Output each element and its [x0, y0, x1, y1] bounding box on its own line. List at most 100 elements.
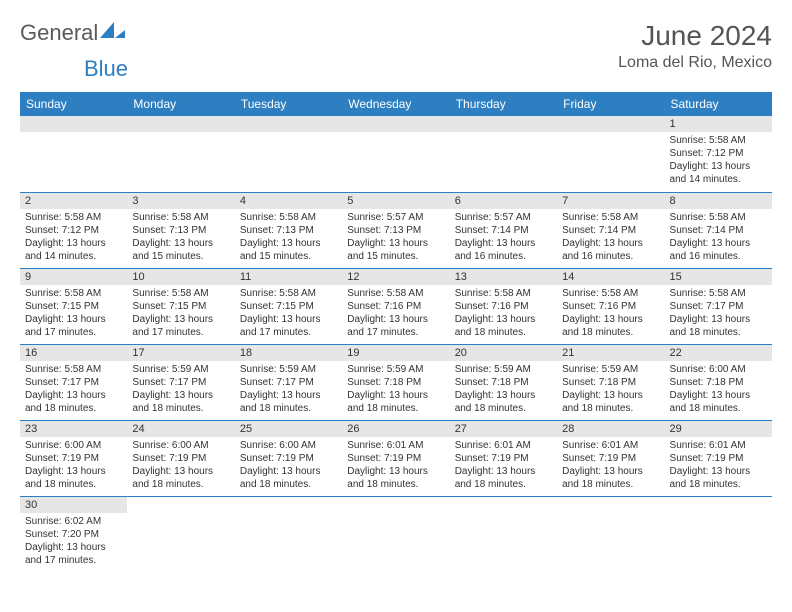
daylight-line: Daylight: 13 hours and 18 minutes.	[562, 389, 659, 415]
day-details: Sunrise: 6:01 AMSunset: 7:19 PMDaylight:…	[557, 437, 664, 495]
weekday-header: Wednesday	[342, 92, 449, 116]
empty-daynum	[450, 116, 557, 132]
daylight-line: Daylight: 13 hours and 17 minutes.	[25, 541, 122, 567]
day-details: Sunrise: 5:58 AMSunset: 7:17 PMDaylight:…	[665, 285, 772, 343]
sunset-line: Sunset: 7:19 PM	[455, 452, 552, 465]
daylight-line: Daylight: 13 hours and 18 minutes.	[670, 389, 767, 415]
logo-text-blue: Blue	[84, 56, 128, 81]
empty-daynum	[557, 116, 664, 132]
sunset-line: Sunset: 7:12 PM	[670, 147, 767, 160]
daylight-line: Daylight: 13 hours and 15 minutes.	[240, 237, 337, 263]
daylight-line: Daylight: 13 hours and 18 minutes.	[455, 313, 552, 339]
day-details: Sunrise: 5:59 AMSunset: 7:18 PMDaylight:…	[557, 361, 664, 419]
daylight-line: Daylight: 13 hours and 16 minutes.	[455, 237, 552, 263]
weekday-header-row: Sunday Monday Tuesday Wednesday Thursday…	[20, 92, 772, 116]
sunset-line: Sunset: 7:19 PM	[347, 452, 444, 465]
daylight-line: Daylight: 13 hours and 18 minutes.	[562, 313, 659, 339]
sunset-line: Sunset: 7:19 PM	[562, 452, 659, 465]
sunset-line: Sunset: 7:17 PM	[132, 376, 229, 389]
sunrise-line: Sunrise: 6:00 AM	[132, 439, 229, 452]
sunrise-line: Sunrise: 5:58 AM	[25, 363, 122, 376]
empty-daynum	[127, 116, 234, 132]
calendar-row: 1Sunrise: 5:58 AMSunset: 7:12 PMDaylight…	[20, 116, 772, 192]
weekday-header: Sunday	[20, 92, 127, 116]
sunrise-line: Sunrise: 6:02 AM	[25, 515, 122, 528]
sunrise-line: Sunrise: 5:58 AM	[240, 287, 337, 300]
calendar-cell: 26Sunrise: 6:01 AMSunset: 7:19 PMDayligh…	[342, 420, 449, 496]
calendar-cell: 6Sunrise: 5:57 AMSunset: 7:14 PMDaylight…	[450, 192, 557, 268]
day-number: 14	[557, 269, 664, 285]
day-details: Sunrise: 5:58 AMSunset: 7:13 PMDaylight:…	[127, 209, 234, 267]
sunset-line: Sunset: 7:18 PM	[562, 376, 659, 389]
daylight-line: Daylight: 13 hours and 14 minutes.	[670, 160, 767, 186]
day-details: Sunrise: 5:59 AMSunset: 7:18 PMDaylight:…	[450, 361, 557, 419]
day-details: Sunrise: 6:01 AMSunset: 7:19 PMDaylight:…	[665, 437, 772, 495]
sunset-line: Sunset: 7:16 PM	[562, 300, 659, 313]
calendar-cell: 28Sunrise: 6:01 AMSunset: 7:19 PMDayligh…	[557, 420, 664, 496]
weekday-header: Tuesday	[235, 92, 342, 116]
sunset-line: Sunset: 7:16 PM	[455, 300, 552, 313]
daylight-line: Daylight: 13 hours and 17 minutes.	[132, 313, 229, 339]
day-details: Sunrise: 5:57 AMSunset: 7:13 PMDaylight:…	[342, 209, 449, 267]
sunrise-line: Sunrise: 5:59 AM	[347, 363, 444, 376]
day-number: 6	[450, 193, 557, 209]
calendar-cell: 22Sunrise: 6:00 AMSunset: 7:18 PMDayligh…	[665, 344, 772, 420]
calendar-cell: 4Sunrise: 5:58 AMSunset: 7:13 PMDaylight…	[235, 192, 342, 268]
calendar-row: 2Sunrise: 5:58 AMSunset: 7:12 PMDaylight…	[20, 192, 772, 268]
sunset-line: Sunset: 7:19 PM	[132, 452, 229, 465]
day-number: 1	[665, 116, 772, 132]
calendar-cell: 15Sunrise: 5:58 AMSunset: 7:17 PMDayligh…	[665, 268, 772, 344]
sunrise-line: Sunrise: 6:01 AM	[670, 439, 767, 452]
daylight-line: Daylight: 13 hours and 17 minutes.	[25, 313, 122, 339]
day-number: 29	[665, 421, 772, 437]
day-number: 24	[127, 421, 234, 437]
calendar-cell: 21Sunrise: 5:59 AMSunset: 7:18 PMDayligh…	[557, 344, 664, 420]
calendar-cell: 19Sunrise: 5:59 AMSunset: 7:18 PMDayligh…	[342, 344, 449, 420]
calendar-cell: 16Sunrise: 5:58 AMSunset: 7:17 PMDayligh…	[20, 344, 127, 420]
calendar-cell	[342, 116, 449, 192]
empty-daynum	[20, 116, 127, 132]
day-number: 10	[127, 269, 234, 285]
calendar-cell	[127, 496, 234, 572]
sunset-line: Sunset: 7:12 PM	[25, 224, 122, 237]
daylight-line: Daylight: 13 hours and 18 minutes.	[455, 389, 552, 415]
day-number: 20	[450, 345, 557, 361]
daylight-line: Daylight: 13 hours and 18 minutes.	[132, 465, 229, 491]
sunrise-line: Sunrise: 6:01 AM	[347, 439, 444, 452]
day-number: 13	[450, 269, 557, 285]
sunrise-line: Sunrise: 5:58 AM	[132, 211, 229, 224]
sunset-line: Sunset: 7:17 PM	[25, 376, 122, 389]
sunrise-line: Sunrise: 5:58 AM	[670, 287, 767, 300]
calendar-row: 16Sunrise: 5:58 AMSunset: 7:17 PMDayligh…	[20, 344, 772, 420]
daylight-line: Daylight: 13 hours and 18 minutes.	[25, 389, 122, 415]
sunset-line: Sunset: 7:14 PM	[562, 224, 659, 237]
day-details: Sunrise: 5:58 AMSunset: 7:15 PMDaylight:…	[20, 285, 127, 343]
day-details: Sunrise: 5:58 AMSunset: 7:16 PMDaylight:…	[450, 285, 557, 343]
sunrise-line: Sunrise: 5:59 AM	[455, 363, 552, 376]
calendar-cell	[557, 496, 664, 572]
calendar-cell: 5Sunrise: 5:57 AMSunset: 7:13 PMDaylight…	[342, 192, 449, 268]
day-details: Sunrise: 5:59 AMSunset: 7:17 PMDaylight:…	[127, 361, 234, 419]
calendar-cell: 2Sunrise: 5:58 AMSunset: 7:12 PMDaylight…	[20, 192, 127, 268]
daylight-line: Daylight: 13 hours and 17 minutes.	[347, 313, 444, 339]
month-title: June 2024	[618, 20, 772, 52]
day-details: Sunrise: 6:01 AMSunset: 7:19 PMDaylight:…	[342, 437, 449, 495]
sunrise-line: Sunrise: 6:01 AM	[455, 439, 552, 452]
day-details: Sunrise: 5:58 AMSunset: 7:17 PMDaylight:…	[20, 361, 127, 419]
calendar-row: 30Sunrise: 6:02 AMSunset: 7:20 PMDayligh…	[20, 496, 772, 572]
daylight-line: Daylight: 13 hours and 18 minutes.	[562, 465, 659, 491]
calendar-cell: 27Sunrise: 6:01 AMSunset: 7:19 PMDayligh…	[450, 420, 557, 496]
day-number: 3	[127, 193, 234, 209]
sunset-line: Sunset: 7:14 PM	[670, 224, 767, 237]
sunrise-line: Sunrise: 6:00 AM	[240, 439, 337, 452]
sunrise-line: Sunrise: 6:01 AM	[562, 439, 659, 452]
calendar-cell: 7Sunrise: 5:58 AMSunset: 7:14 PMDaylight…	[557, 192, 664, 268]
calendar-cell: 14Sunrise: 5:58 AMSunset: 7:16 PMDayligh…	[557, 268, 664, 344]
sunset-line: Sunset: 7:14 PM	[455, 224, 552, 237]
day-details: Sunrise: 5:58 AMSunset: 7:15 PMDaylight:…	[235, 285, 342, 343]
sunset-line: Sunset: 7:15 PM	[132, 300, 229, 313]
calendar-cell: 3Sunrise: 5:58 AMSunset: 7:13 PMDaylight…	[127, 192, 234, 268]
sunset-line: Sunset: 7:19 PM	[240, 452, 337, 465]
calendar-cell: 20Sunrise: 5:59 AMSunset: 7:18 PMDayligh…	[450, 344, 557, 420]
daylight-line: Daylight: 13 hours and 14 minutes.	[25, 237, 122, 263]
